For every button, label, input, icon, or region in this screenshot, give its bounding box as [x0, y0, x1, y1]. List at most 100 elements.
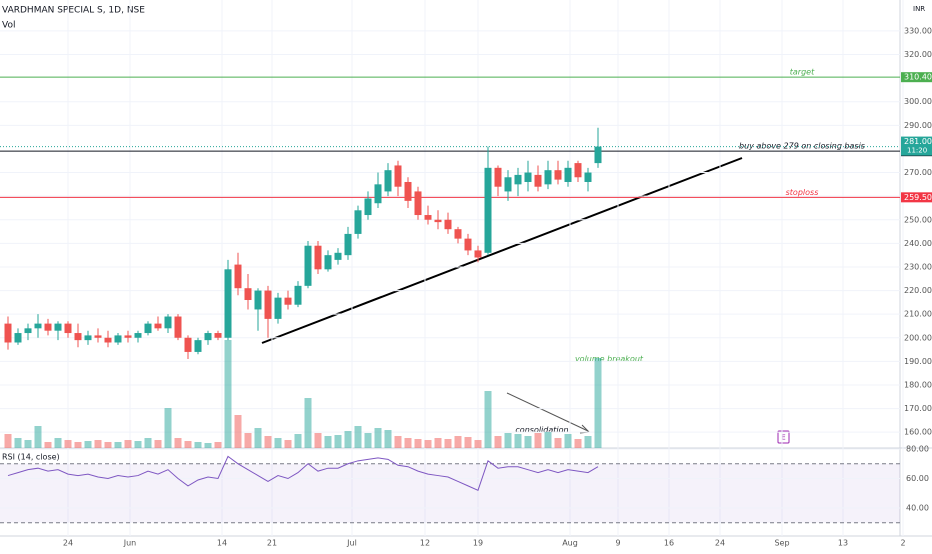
- candle-body: [4, 323, 12, 343]
- volume-bar: [444, 439, 452, 448]
- volume-bar: [184, 441, 192, 448]
- candle-body: [574, 163, 582, 178]
- candle-body: [484, 167, 492, 253]
- arrow: [506, 392, 589, 432]
- volume-bar: [284, 440, 292, 448]
- x-tick-label: 24: [63, 539, 73, 548]
- volume-bar: [44, 442, 52, 448]
- volume-bar: [14, 438, 22, 448]
- candle-body: [174, 316, 182, 338]
- candle-body: [294, 285, 302, 305]
- candle-body: [24, 328, 32, 334]
- candle-body: [464, 238, 472, 251]
- candle-body: [74, 333, 82, 341]
- currency: INR: [913, 5, 925, 13]
- candle-body: [334, 252, 342, 260]
- volume-bar: [84, 441, 92, 448]
- volume-bar: [194, 442, 202, 448]
- candle-body: [204, 333, 212, 341]
- level-price-box: [901, 192, 932, 203]
- y-tick-label: 170.00: [904, 404, 932, 413]
- y-tick-label: 180.00: [904, 380, 932, 389]
- y-tick-label: 190.00: [904, 357, 932, 366]
- candle-body: [264, 290, 272, 319]
- candle-body: [494, 167, 502, 187]
- candle-body: [544, 170, 552, 185]
- rsi-tick-label: 60.00: [906, 474, 929, 483]
- x-tick-label: Sep: [774, 539, 789, 548]
- candle-body: [314, 245, 322, 270]
- candle-body: [554, 170, 562, 180]
- candle-body: [564, 167, 572, 182]
- candle-body: [404, 181, 412, 201]
- rsi-line: [7, 455, 599, 491]
- candle-body: [394, 165, 402, 187]
- volume-bar: [554, 438, 562, 448]
- y-tick-label: 210.00: [904, 310, 932, 319]
- last-price-box: [901, 136, 932, 156]
- candle-body: [384, 170, 392, 192]
- volume-bar: [394, 436, 402, 448]
- volume-bar: [544, 432, 552, 448]
- volume-bar: [354, 426, 362, 448]
- candle-body: [254, 290, 262, 310]
- y-tick-label: 290.00: [904, 121, 932, 130]
- volume-bar: [114, 442, 122, 448]
- x-tick-label: 9: [615, 539, 620, 548]
- volume-bar: [144, 438, 152, 448]
- volume-bar: [384, 430, 392, 448]
- volume-label: Vol: [2, 21, 15, 31]
- volume-bar: [244, 433, 252, 448]
- volume-bar: [314, 433, 322, 448]
- y-tick-label: 330.00: [904, 26, 932, 35]
- candle-body: [514, 174, 522, 185]
- x-tick-label: 13: [838, 539, 848, 548]
- candle-body: [454, 229, 462, 239]
- last-price: 281.00: [904, 137, 932, 146]
- candle-body: [304, 245, 312, 286]
- candle-body: [284, 297, 292, 305]
- volume-bar: [564, 434, 572, 448]
- candle-body: [224, 269, 232, 338]
- candle-body: [154, 323, 162, 329]
- volume-bar: [494, 436, 502, 448]
- event-marker-box[interactable]: [777, 430, 790, 444]
- volume-bar: [484, 391, 492, 448]
- rsi-tick-label: 40.00: [906, 503, 929, 512]
- volume-bar: [264, 436, 272, 448]
- y-tick-label: 240.00: [904, 239, 932, 248]
- volume-bar: [364, 433, 372, 448]
- volume-bar: [514, 434, 522, 448]
- candle-body: [134, 333, 142, 338]
- event-marker[interactable]: E: [781, 434, 785, 442]
- level-price: 310.40: [904, 73, 932, 82]
- candle-body: [524, 172, 532, 182]
- candle-body: [194, 340, 202, 352]
- volume-bar: [524, 436, 532, 448]
- y-tick-label: 300.00: [904, 97, 932, 106]
- candle-body: [344, 233, 352, 256]
- candle-body: [234, 264, 242, 289]
- candle-body: [504, 177, 512, 192]
- countdown: 11:20: [907, 147, 927, 155]
- x-tick-label: 16: [664, 539, 674, 548]
- candle-body: [354, 210, 362, 234]
- volume-bar: [254, 428, 262, 448]
- volume-bar: [434, 438, 442, 448]
- volume-bar: [574, 439, 582, 448]
- level-name: target: [790, 68, 815, 77]
- y-tick-label: 200.00: [904, 333, 932, 342]
- x-tick-label: Jul: [346, 539, 357, 548]
- candle-body: [364, 198, 372, 216]
- volume-bar: [4, 434, 12, 448]
- candle-body: [104, 337, 112, 343]
- candle-body: [44, 323, 52, 331]
- volume-bar: [64, 440, 72, 448]
- x-tick-label: Jun: [123, 539, 137, 548]
- candle-body: [274, 297, 282, 319]
- candle-body: [584, 172, 592, 182]
- rsi-tick-label: 80.00: [906, 445, 929, 454]
